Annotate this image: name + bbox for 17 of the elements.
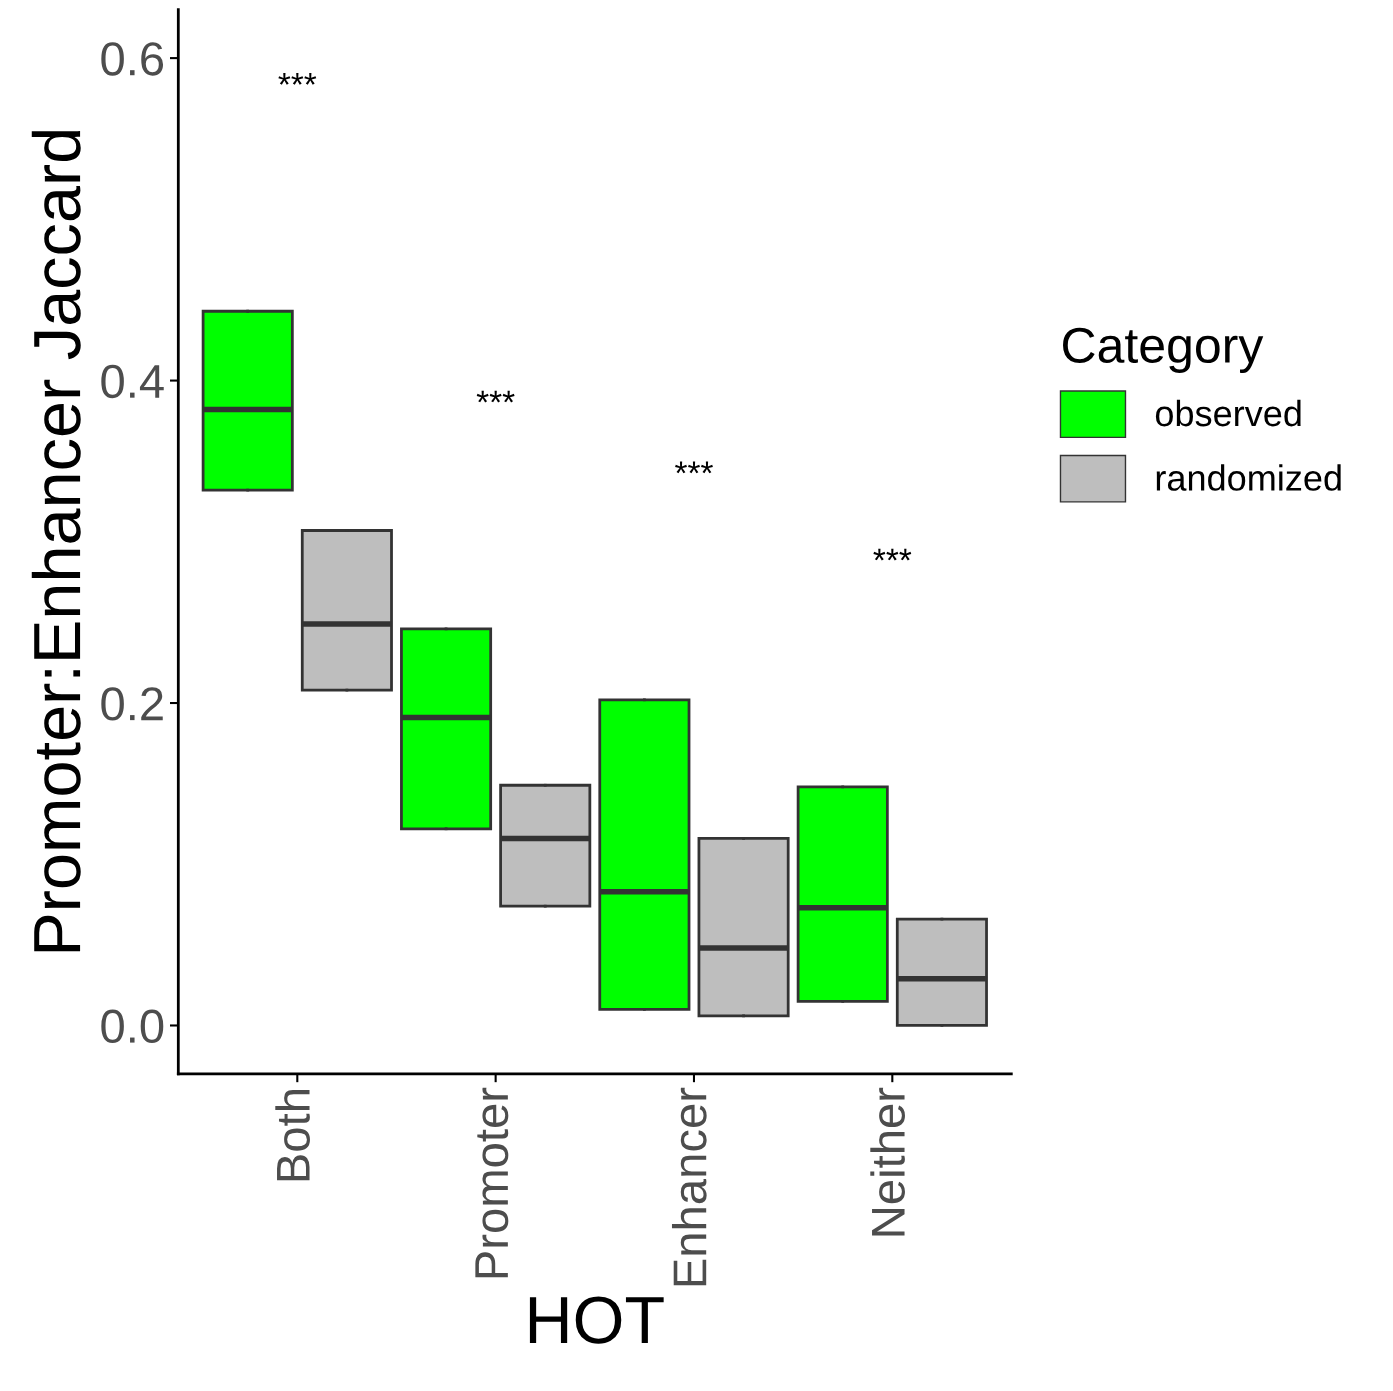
legend-title: Category [1063,327,1264,373]
legend-label: observed [1155,399,1301,427]
y-tick-label: 0.4 [101,364,164,399]
x-tick-label: Enhancer [671,1087,707,1286]
x-axis-title: HOT [529,1296,664,1344]
annotation: *** [873,548,912,561]
x-tick-label: Promoter [475,1087,509,1278]
legend-label: randomized [1156,464,1341,491]
x-tick-label: Both [275,1090,310,1181]
annotation: *** [476,390,515,403]
y-axis-title: Promoter:Enhancer Jaccard [31,131,81,952]
y-tick-label: 0.2 [101,687,163,721]
y-tick-label: 0.0 [101,1009,164,1044]
x-tick-label: Neither [870,1087,905,1236]
y-tick-label: 0.6 [101,42,164,76]
annotation: *** [278,73,317,85]
annotation: *** [675,461,713,474]
